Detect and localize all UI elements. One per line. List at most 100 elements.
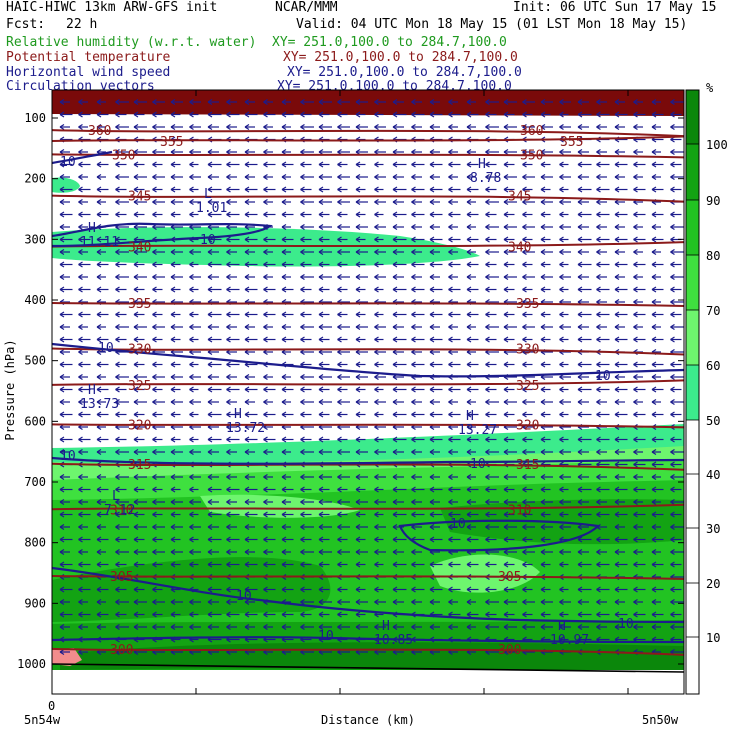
wind-vector bbox=[318, 361, 330, 368]
wind-vector bbox=[318, 411, 330, 418]
wind-vector bbox=[226, 448, 237, 456]
wind-vector bbox=[651, 311, 664, 318]
wind-vector bbox=[300, 523, 314, 531]
wind-vector bbox=[281, 548, 291, 556]
wind-vector bbox=[78, 236, 91, 243]
wind-vector bbox=[485, 586, 497, 593]
wind-vector bbox=[577, 223, 589, 231]
wind-vector bbox=[337, 586, 348, 593]
wind-vector bbox=[670, 98, 684, 106]
wind-vector bbox=[355, 248, 368, 256]
wind-vector bbox=[318, 598, 332, 606]
wind-vector bbox=[540, 148, 553, 156]
wind-vector bbox=[281, 473, 291, 481]
wind-vector bbox=[263, 436, 276, 443]
wind-vector bbox=[614, 598, 625, 606]
wind-vector bbox=[374, 198, 386, 206]
wind-vector bbox=[466, 386, 479, 393]
wind-vector bbox=[300, 186, 312, 193]
wind-vector bbox=[170, 111, 181, 118]
wind-vector bbox=[96, 411, 109, 418]
wind-vector bbox=[78, 186, 91, 193]
wind-vector bbox=[300, 561, 312, 568]
wind-vector bbox=[596, 498, 607, 506]
wind-vector bbox=[226, 386, 240, 393]
wind-vector bbox=[429, 186, 443, 193]
wind-vector bbox=[300, 211, 312, 218]
extremum-value: 11.11 bbox=[80, 235, 119, 250]
wind-vector bbox=[411, 511, 425, 518]
wind-vector bbox=[614, 548, 625, 556]
wind-vector bbox=[596, 398, 607, 406]
wind-vector bbox=[429, 236, 443, 243]
wind-contour-closed bbox=[398, 519, 601, 552]
theta-label: 350 bbox=[520, 148, 543, 163]
wind-vector bbox=[577, 473, 589, 481]
wind-vector bbox=[59, 511, 73, 518]
wind-vector bbox=[540, 236, 551, 243]
wind-vector bbox=[355, 273, 368, 281]
wind-vector bbox=[503, 611, 515, 618]
colorbar-swatch bbox=[686, 310, 699, 365]
wind-vector bbox=[244, 373, 255, 381]
wind-vector bbox=[170, 273, 183, 281]
wind-vector bbox=[189, 273, 201, 281]
wind-vector bbox=[522, 511, 533, 518]
wind-vector bbox=[596, 173, 607, 181]
wind-vector bbox=[392, 386, 407, 393]
wind-vector bbox=[614, 473, 625, 481]
wind-vector bbox=[522, 448, 535, 456]
wind-vector bbox=[596, 373, 607, 381]
extremum-marker: H bbox=[466, 409, 474, 424]
wind-vector bbox=[466, 561, 479, 568]
wind-vector bbox=[448, 111, 461, 118]
wind-vector bbox=[540, 511, 551, 518]
wind-vector bbox=[374, 623, 386, 631]
wind-vector bbox=[485, 286, 497, 293]
wind-vector bbox=[244, 411, 258, 418]
wind-vector bbox=[559, 361, 569, 368]
wind-vector bbox=[300, 498, 314, 506]
colorbar-label: 60 bbox=[706, 359, 720, 373]
wind-vector bbox=[170, 473, 183, 481]
wind-vector bbox=[448, 311, 461, 318]
wind-vector bbox=[540, 186, 551, 193]
wind-vector bbox=[226, 586, 240, 593]
wind-vector bbox=[651, 186, 664, 193]
wind-vector bbox=[115, 586, 127, 593]
wind-vector bbox=[133, 373, 147, 381]
wind-vector bbox=[244, 336, 258, 343]
wind-vector bbox=[485, 311, 497, 318]
wind-vector bbox=[448, 498, 458, 506]
wind-vector bbox=[651, 461, 664, 468]
wind-vector bbox=[466, 123, 476, 131]
wind-vector bbox=[540, 523, 553, 531]
wind-vector bbox=[189, 561, 199, 568]
wind-vector bbox=[522, 186, 533, 193]
wind-vector bbox=[448, 98, 458, 106]
wind-vector bbox=[96, 436, 109, 443]
wind-vector bbox=[78, 598, 88, 606]
field-wind-name: Horizontal wind speed bbox=[6, 65, 171, 80]
theta-label: 350 bbox=[112, 148, 135, 163]
wind-vector bbox=[522, 611, 533, 618]
wind-vector bbox=[281, 248, 291, 256]
wind-vector bbox=[133, 586, 145, 593]
wind-vector bbox=[59, 611, 73, 618]
wind-vector bbox=[503, 223, 517, 231]
wind-vector bbox=[189, 373, 201, 381]
wind-vector bbox=[633, 611, 646, 618]
wind-vector bbox=[651, 511, 664, 518]
wind-vector bbox=[300, 398, 314, 406]
wind-vector bbox=[59, 198, 70, 206]
wind-vector bbox=[429, 511, 443, 518]
wind-vector bbox=[651, 548, 661, 556]
wind-vector bbox=[392, 261, 407, 268]
wind-vector bbox=[189, 436, 199, 443]
wind-vector bbox=[263, 311, 276, 318]
wind-vector bbox=[133, 536, 145, 543]
wind-vector bbox=[374, 211, 384, 218]
wind-vector bbox=[485, 561, 497, 568]
wind-vector bbox=[59, 286, 73, 293]
wind-vector bbox=[540, 286, 551, 293]
